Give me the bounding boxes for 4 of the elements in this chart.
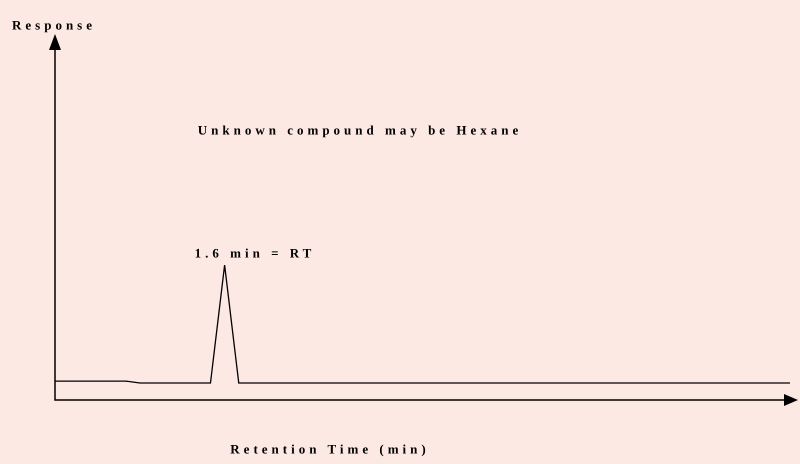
x-axis-title: Retention Time (min) [230, 441, 430, 456]
text: 1.6 min = RT [194, 245, 316, 260]
text: Response [12, 17, 96, 32]
text: Unknown compound may be Hexane [198, 122, 522, 138]
